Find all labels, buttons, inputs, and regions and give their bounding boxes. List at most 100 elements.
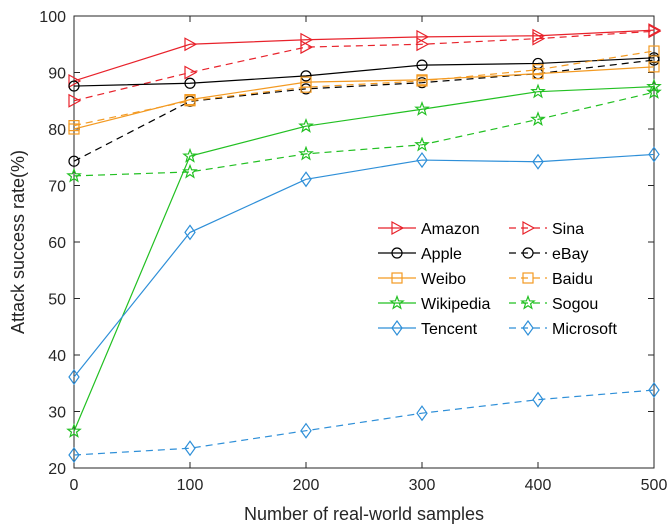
data-point [68, 93, 82, 108]
series-line [73, 29, 655, 82]
legend-marker [522, 247, 534, 259]
data-point [68, 155, 80, 167]
legend-item-weibo: Weibo [378, 271, 466, 288]
y-tick-label: 60 [48, 235, 66, 252]
legend-marker [391, 220, 405, 236]
series-sogou [66, 84, 662, 183]
legend-marker [391, 319, 403, 337]
legend-item-tencent: Tencent [378, 319, 478, 338]
legend-label: Tencent [421, 321, 478, 338]
series-layer [66, 23, 662, 464]
series-line [73, 91, 655, 177]
data-point [68, 369, 80, 386]
legend-item-ebay: eBay [509, 246, 588, 263]
legend-label: Wikipedia [421, 296, 490, 313]
data-point [648, 61, 660, 73]
y-tick-label: 20 [48, 461, 66, 478]
series-line [73, 59, 655, 162]
data-point [68, 446, 80, 464]
data-point [416, 59, 428, 71]
series-tencent [68, 146, 660, 386]
legend-item-baidu: Baidu [509, 271, 593, 288]
legend-item-wikipedia: Wikipedia [378, 294, 490, 313]
axis-ticks: 0 100 200 300 400 500 20 30 40 50 60 70 80 90 100 [39, 9, 667, 494]
data-point [300, 422, 312, 439]
legend-label: Microsoft [552, 321, 617, 338]
legend-item-microsoft: Microsoft [509, 319, 617, 338]
x-tick-label: 400 [525, 477, 552, 494]
legend-marker [391, 247, 403, 259]
data-point [648, 54, 660, 66]
series-line [73, 30, 655, 102]
data-point [648, 381, 660, 399]
data-point [646, 84, 662, 99]
data-point [184, 95, 196, 107]
data-point [300, 32, 314, 47]
data-point [532, 391, 544, 408]
data-point [648, 146, 660, 163]
legend-item-amazon: Amazon [378, 220, 480, 238]
x-tick-label: 500 [641, 477, 668, 494]
x-axis-label: Number of real-world samples [244, 504, 484, 524]
data-point [416, 405, 428, 422]
data-point [530, 111, 546, 127]
y-tick-label: 90 [48, 66, 66, 83]
data-point [184, 440, 196, 457]
data-point [530, 83, 546, 99]
data-point [416, 75, 428, 87]
data-point [416, 29, 430, 44]
data-point [184, 77, 196, 89]
series-line [73, 389, 655, 456]
data-point [648, 24, 662, 39]
y-axis-label: Attack success rate(%) [8, 150, 28, 334]
data-point [416, 152, 428, 169]
data-point [298, 117, 314, 133]
data-point [416, 37, 430, 52]
y-tick-label: 70 [48, 179, 66, 196]
legend-label: eBay [552, 246, 588, 263]
data-point [184, 37, 198, 52]
data-point [66, 167, 82, 183]
y-tick-label: 30 [48, 405, 66, 422]
legend-marker [389, 294, 405, 310]
legend-label: Sina [552, 221, 584, 238]
data-point [414, 100, 430, 116]
legend-marker [520, 294, 536, 310]
data-point [532, 153, 544, 170]
legend-label: Sogou [552, 296, 598, 313]
data-point [298, 145, 314, 161]
y-tick-label: 100 [39, 9, 66, 26]
y-tick-label: 40 [48, 348, 66, 365]
x-tick-label: 300 [409, 477, 436, 494]
y-tick-label: 80 [48, 122, 66, 139]
legend-item-sina: Sina [509, 220, 584, 238]
x-tick-label: 200 [293, 477, 320, 494]
data-point [300, 70, 312, 82]
series-microsoft [68, 381, 660, 464]
data-point [646, 78, 662, 94]
data-point [182, 147, 198, 163]
legend-marker [522, 319, 534, 337]
series-sina [68, 24, 662, 108]
x-tick-label: 0 [70, 477, 79, 494]
data-point [184, 65, 198, 80]
legend: Amazon Sina Apple eBay Weibo Baidu Wikipedia So… [362, 210, 646, 350]
data-point [300, 81, 312, 93]
legend-label: Amazon [421, 221, 480, 238]
data-point [532, 31, 546, 46]
legend-label: Weibo [421, 271, 466, 288]
data-point [300, 40, 314, 55]
data-point [532, 64, 544, 76]
series-line [73, 57, 655, 87]
data-point [66, 423, 82, 438]
data-point [68, 73, 82, 88]
legend-item-apple: Apple [378, 246, 462, 263]
legend-marker [522, 220, 536, 236]
series-line [73, 86, 655, 432]
legend-item-sogou: Sogou [509, 294, 598, 313]
legend-label: Apple [421, 246, 462, 263]
series-baidu [68, 45, 660, 132]
series-wikipedia [66, 78, 662, 438]
